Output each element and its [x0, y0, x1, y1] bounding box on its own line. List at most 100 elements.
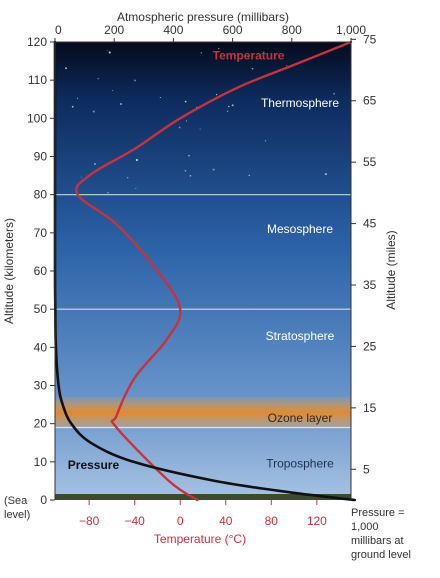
star — [71, 105, 74, 108]
star — [218, 47, 220, 50]
star — [178, 126, 181, 129]
layer-label: Thermosphere — [261, 96, 339, 110]
layer-label: Ozone layer — [268, 411, 333, 425]
star — [93, 162, 97, 166]
left-tick-label: 80 — [34, 188, 48, 202]
right-tick-label: 25 — [363, 339, 377, 353]
right-tick-label: 45 — [363, 217, 377, 231]
left-tick-label: 100 — [27, 111, 47, 125]
top-tick-label: 800 — [282, 23, 302, 37]
top-tick-label: 600 — [223, 23, 243, 37]
left-tick-label: 70 — [34, 226, 48, 240]
bottom-tick-label: 0 — [177, 514, 184, 528]
star — [108, 51, 111, 54]
axes: 0102030405060708090100110120(Sealevel)Al… — [2, 10, 398, 546]
top-tick-label: 200 — [104, 23, 124, 37]
ground-strip — [55, 494, 351, 500]
right-tick-label: 55 — [363, 155, 377, 169]
star — [189, 174, 192, 177]
star — [184, 170, 187, 172]
right-tick-label: 5 — [363, 462, 370, 476]
star — [65, 67, 67, 70]
left-tick-label: 110 — [28, 73, 47, 87]
ozone-band — [55, 396, 351, 428]
right-axis-title: Altitude (miles) — [384, 230, 398, 309]
left-tick-label: 0 — [40, 493, 47, 507]
star — [80, 176, 82, 178]
star — [251, 67, 254, 70]
star — [216, 94, 218, 96]
plot-background — [55, 42, 351, 500]
star — [264, 140, 267, 142]
stars — [65, 47, 335, 194]
star — [92, 110, 95, 113]
layer-label: Mesosphere — [267, 222, 333, 236]
top-axis-title: Atmospheric pressure (millibars) — [117, 10, 289, 24]
annotation-line: ground level — [351, 549, 411, 561]
layer-boundaries — [55, 194, 351, 429]
left-tick-label: 50 — [34, 302, 48, 316]
star — [184, 100, 187, 103]
star — [126, 176, 129, 179]
star — [135, 158, 138, 162]
star — [112, 90, 114, 92]
star — [324, 173, 327, 176]
right-tick-label: 65 — [363, 94, 377, 108]
bottom-tick-label: 80 — [265, 514, 279, 528]
star — [199, 128, 201, 130]
star — [227, 110, 229, 112]
star — [231, 104, 234, 107]
pressure-annotation: Pressure = 1,000 millibars at ground level — [351, 507, 411, 561]
left-tick-label: 10 — [34, 455, 48, 469]
star — [228, 105, 230, 108]
star — [159, 96, 161, 99]
star — [107, 192, 109, 194]
left-tick-label: 60 — [34, 264, 48, 278]
left-tick-label: 90 — [34, 150, 48, 164]
layer-labels: Thermosphere Mesosphere Stratosphere Ozone … — [261, 96, 339, 471]
sea-level-label: level) — [4, 509, 30, 521]
left-tick-label: 30 — [34, 379, 48, 393]
top-tick-label: 400 — [163, 23, 183, 37]
left-tick-label: 40 — [34, 340, 48, 354]
star — [286, 64, 288, 67]
star — [200, 52, 202, 54]
bottom-tick-label: −40 — [125, 514, 146, 528]
left-axis-title: Altitude (kilometers) — [2, 218, 16, 324]
star — [188, 155, 190, 157]
annotation-line: 1,000 — [351, 521, 379, 533]
series-line-temperature — [75, 40, 353, 502]
star — [107, 50, 109, 52]
top-tick-label: 0 — [55, 23, 62, 37]
star — [248, 174, 250, 177]
bottom-axis-title: Temperature (°C) — [154, 532, 246, 546]
right-tick-label: 15 — [363, 401, 377, 415]
series-labels: Temperature Pressure — [68, 48, 285, 472]
layer-label: Stratosphere — [266, 329, 335, 343]
star — [134, 79, 136, 82]
series-label-pressure: Pressure — [68, 458, 120, 472]
sea-level-label: (Sea — [4, 495, 28, 507]
star — [120, 103, 122, 105]
layer-label: Troposphere — [266, 457, 334, 471]
right-tick-label: 75 — [363, 32, 377, 46]
star — [97, 77, 99, 80]
star — [333, 92, 335, 95]
right-tick-label: 35 — [363, 278, 377, 292]
left-tick-label: 120 — [27, 35, 47, 49]
star — [135, 188, 137, 189]
top-tick-label: 1,000 — [336, 23, 366, 37]
star — [247, 55, 250, 58]
star — [76, 97, 79, 99]
bottom-tick-label: 40 — [219, 514, 233, 528]
bottom-tick-label: 120 — [307, 514, 327, 528]
left-tick-label: 20 — [34, 417, 48, 431]
star — [186, 120, 188, 122]
star — [212, 168, 215, 171]
annotation-line: millibars at — [351, 535, 404, 547]
series-label-temperature: Temperature — [213, 48, 285, 62]
annotation-line: Pressure = — [351, 507, 405, 519]
star — [237, 57, 240, 59]
bottom-tick-label: −80 — [79, 514, 100, 528]
